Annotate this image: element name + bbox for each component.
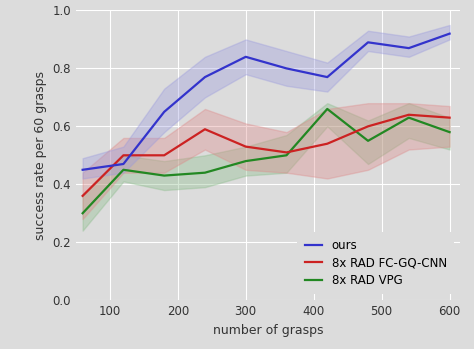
Line: 8x RAD FC-GQ-CNN: 8x RAD FC-GQ-CNN (82, 115, 449, 196)
8x RAD FC-GQ-CNN (365, 124, 371, 128)
8x RAD FC-GQ-CNN (324, 142, 330, 146)
8x RAD FC-GQ-CNN (283, 150, 289, 155)
Legend: ours, 8x RAD FC-GQ-CNN, 8x RAD VPG: ours, 8x RAD FC-GQ-CNN, 8x RAD VPG (297, 232, 454, 294)
8x RAD VPG (283, 153, 289, 157)
Line: 8x RAD VPG: 8x RAD VPG (82, 109, 449, 213)
Line: ours: ours (82, 34, 449, 170)
8x RAD FC-GQ-CNN (243, 144, 248, 149)
8x RAD VPG (365, 139, 371, 143)
ours (283, 66, 289, 70)
8x RAD VPG (324, 107, 330, 111)
8x RAD FC-GQ-CNN (120, 153, 126, 157)
8x RAD FC-GQ-CNN (406, 113, 411, 117)
X-axis label: number of grasps: number of grasps (212, 324, 323, 336)
8x RAD FC-GQ-CNN (447, 116, 452, 120)
8x RAD VPG (202, 171, 208, 175)
ours (447, 31, 452, 36)
ours (80, 168, 85, 172)
8x RAD VPG (120, 168, 126, 172)
8x RAD FC-GQ-CNN (161, 153, 167, 157)
8x RAD FC-GQ-CNN (202, 127, 208, 131)
8x RAD VPG (80, 211, 85, 215)
Y-axis label: success rate per 60 grasps: success rate per 60 grasps (34, 71, 47, 240)
8x RAD VPG (406, 116, 411, 120)
ours (202, 75, 208, 79)
ours (406, 46, 411, 50)
8x RAD VPG (243, 159, 248, 163)
ours (243, 55, 248, 59)
ours (365, 40, 371, 44)
8x RAD VPG (447, 130, 452, 134)
8x RAD VPG (161, 173, 167, 178)
8x RAD FC-GQ-CNN (80, 194, 85, 198)
ours (120, 162, 126, 166)
ours (324, 75, 330, 79)
ours (161, 110, 167, 114)
